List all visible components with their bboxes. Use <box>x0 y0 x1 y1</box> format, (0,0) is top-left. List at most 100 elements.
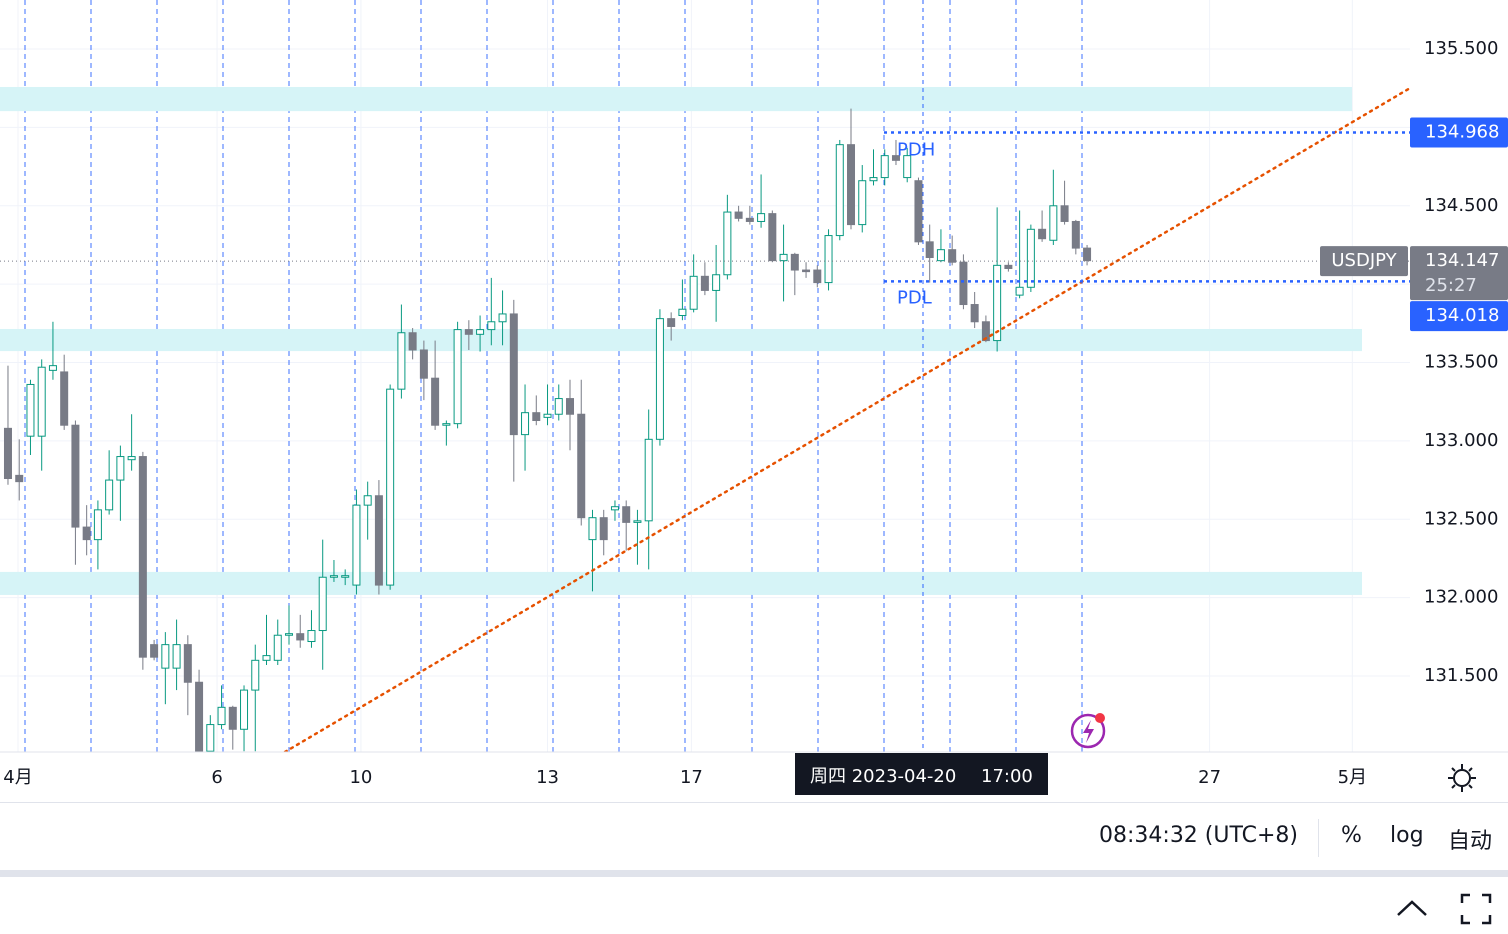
candle-body <box>431 377 440 426</box>
fullscreen-button[interactable] <box>1460 893 1492 925</box>
candle-body <box>1049 205 1058 241</box>
candle-body <box>363 495 372 506</box>
status-bar: 08:34:32 (UTC+8) % log 自动 <box>0 802 1508 871</box>
candle-body <box>408 332 417 351</box>
candle-body <box>195 681 204 752</box>
candle-body <box>925 241 934 259</box>
candle-body <box>869 177 878 182</box>
y-tick-label: 134.500 <box>1424 195 1498 216</box>
candle-body <box>891 155 900 161</box>
candle-body <box>419 349 428 379</box>
candle-body <box>442 423 451 426</box>
candle-body <box>903 155 912 179</box>
candle-body <box>464 329 473 335</box>
candle-body <box>712 274 721 291</box>
x-tick-label: 6 <box>211 767 222 788</box>
candle-body <box>1060 205 1069 222</box>
level-name: PDH <box>897 139 935 160</box>
candle-body <box>768 213 777 262</box>
y-tick-label: 131.500 <box>1424 665 1498 686</box>
candle-body <box>689 275 698 310</box>
auto-button[interactable]: 自动 <box>1448 829 1493 854</box>
candle-body <box>138 456 147 658</box>
candle-body <box>26 383 35 437</box>
zone <box>0 571 1362 595</box>
candle-body <box>206 724 215 752</box>
candle-body <box>273 634 282 661</box>
y-tick-label: 133.000 <box>1424 430 1498 451</box>
candle-body <box>1083 247 1092 262</box>
alert-icon[interactable] <box>1070 713 1106 749</box>
percent-button[interactable]: % <box>1341 823 1362 848</box>
candle-body <box>847 144 856 226</box>
candle-body <box>779 253 788 262</box>
last-price-label: 134.147 <box>1425 250 1499 271</box>
candle-body <box>824 235 833 284</box>
candle-body <box>790 253 799 271</box>
candle-body <box>183 644 192 683</box>
candle-body <box>588 517 597 541</box>
y-tick-label: 135.500 <box>1424 38 1498 59</box>
chart: 周四 2023-04-20 17:00 131.500 132.000 132.50… <box>0 0 1508 795</box>
candle-body <box>296 633 305 641</box>
candle-body <box>813 269 822 284</box>
candle-body <box>251 659 260 691</box>
candle-body <box>835 144 844 237</box>
log-button[interactable]: log <box>1390 823 1424 848</box>
candle-body <box>48 365 57 371</box>
collapse-button[interactable] <box>1397 900 1427 916</box>
candle-body <box>341 575 350 578</box>
candle-body <box>60 371 69 426</box>
symbol-label-box <box>1320 246 1408 277</box>
candle-body <box>959 261 968 306</box>
candle-body <box>981 321 990 342</box>
candle-body <box>802 269 811 273</box>
candle-body <box>1026 228 1035 288</box>
candle-body <box>1038 228 1047 240</box>
candle-body <box>386 388 395 586</box>
candle-body <box>217 706 226 726</box>
candle-body <box>509 313 518 436</box>
candle-body <box>71 424 80 528</box>
candle-body <box>374 495 383 586</box>
candle-body <box>262 655 271 661</box>
candle-body <box>498 313 507 323</box>
candle-body <box>644 438 653 522</box>
candle-body <box>655 318 664 440</box>
candle-body <box>667 318 676 327</box>
candle-body <box>127 456 136 461</box>
candle-body <box>37 366 46 437</box>
candle-body <box>116 456 125 481</box>
candle-body <box>284 633 293 636</box>
candle-body <box>307 630 316 643</box>
crosshair-time: 17:00 <box>981 766 1033 787</box>
last-price-box <box>1410 246 1508 301</box>
candle-body <box>880 155 889 179</box>
candle-body <box>936 249 945 262</box>
candle-body <box>161 644 170 669</box>
settings-icon[interactable] <box>1448 764 1476 792</box>
candle-body <box>318 576 327 632</box>
candle-body <box>240 689 249 730</box>
candle-body <box>228 706 237 730</box>
x-tick-label: 10 <box>349 767 372 788</box>
y-tick-label: 132.500 <box>1424 508 1498 529</box>
crosshair-day: 周四 2023-04-20 <box>810 766 956 787</box>
candle-body <box>610 506 619 511</box>
candle-body <box>352 504 361 586</box>
crosshair-label-box <box>795 753 1048 795</box>
candle-body <box>622 506 631 523</box>
candle-body <box>914 180 923 243</box>
candle-body <box>487 321 496 331</box>
candle-body <box>1015 286 1024 296</box>
x-tick-label: 5月 <box>1338 767 1367 788</box>
candle-body <box>1071 220 1080 249</box>
candle-body <box>745 217 754 222</box>
x-tick-label: 17 <box>680 767 703 788</box>
level-name: PDL <box>897 287 932 308</box>
candle-body <box>105 479 114 511</box>
candle-body <box>970 304 979 323</box>
candle-body <box>993 264 1002 342</box>
candle-body <box>757 213 766 222</box>
y-tick-label: 133.500 <box>1424 352 1498 373</box>
